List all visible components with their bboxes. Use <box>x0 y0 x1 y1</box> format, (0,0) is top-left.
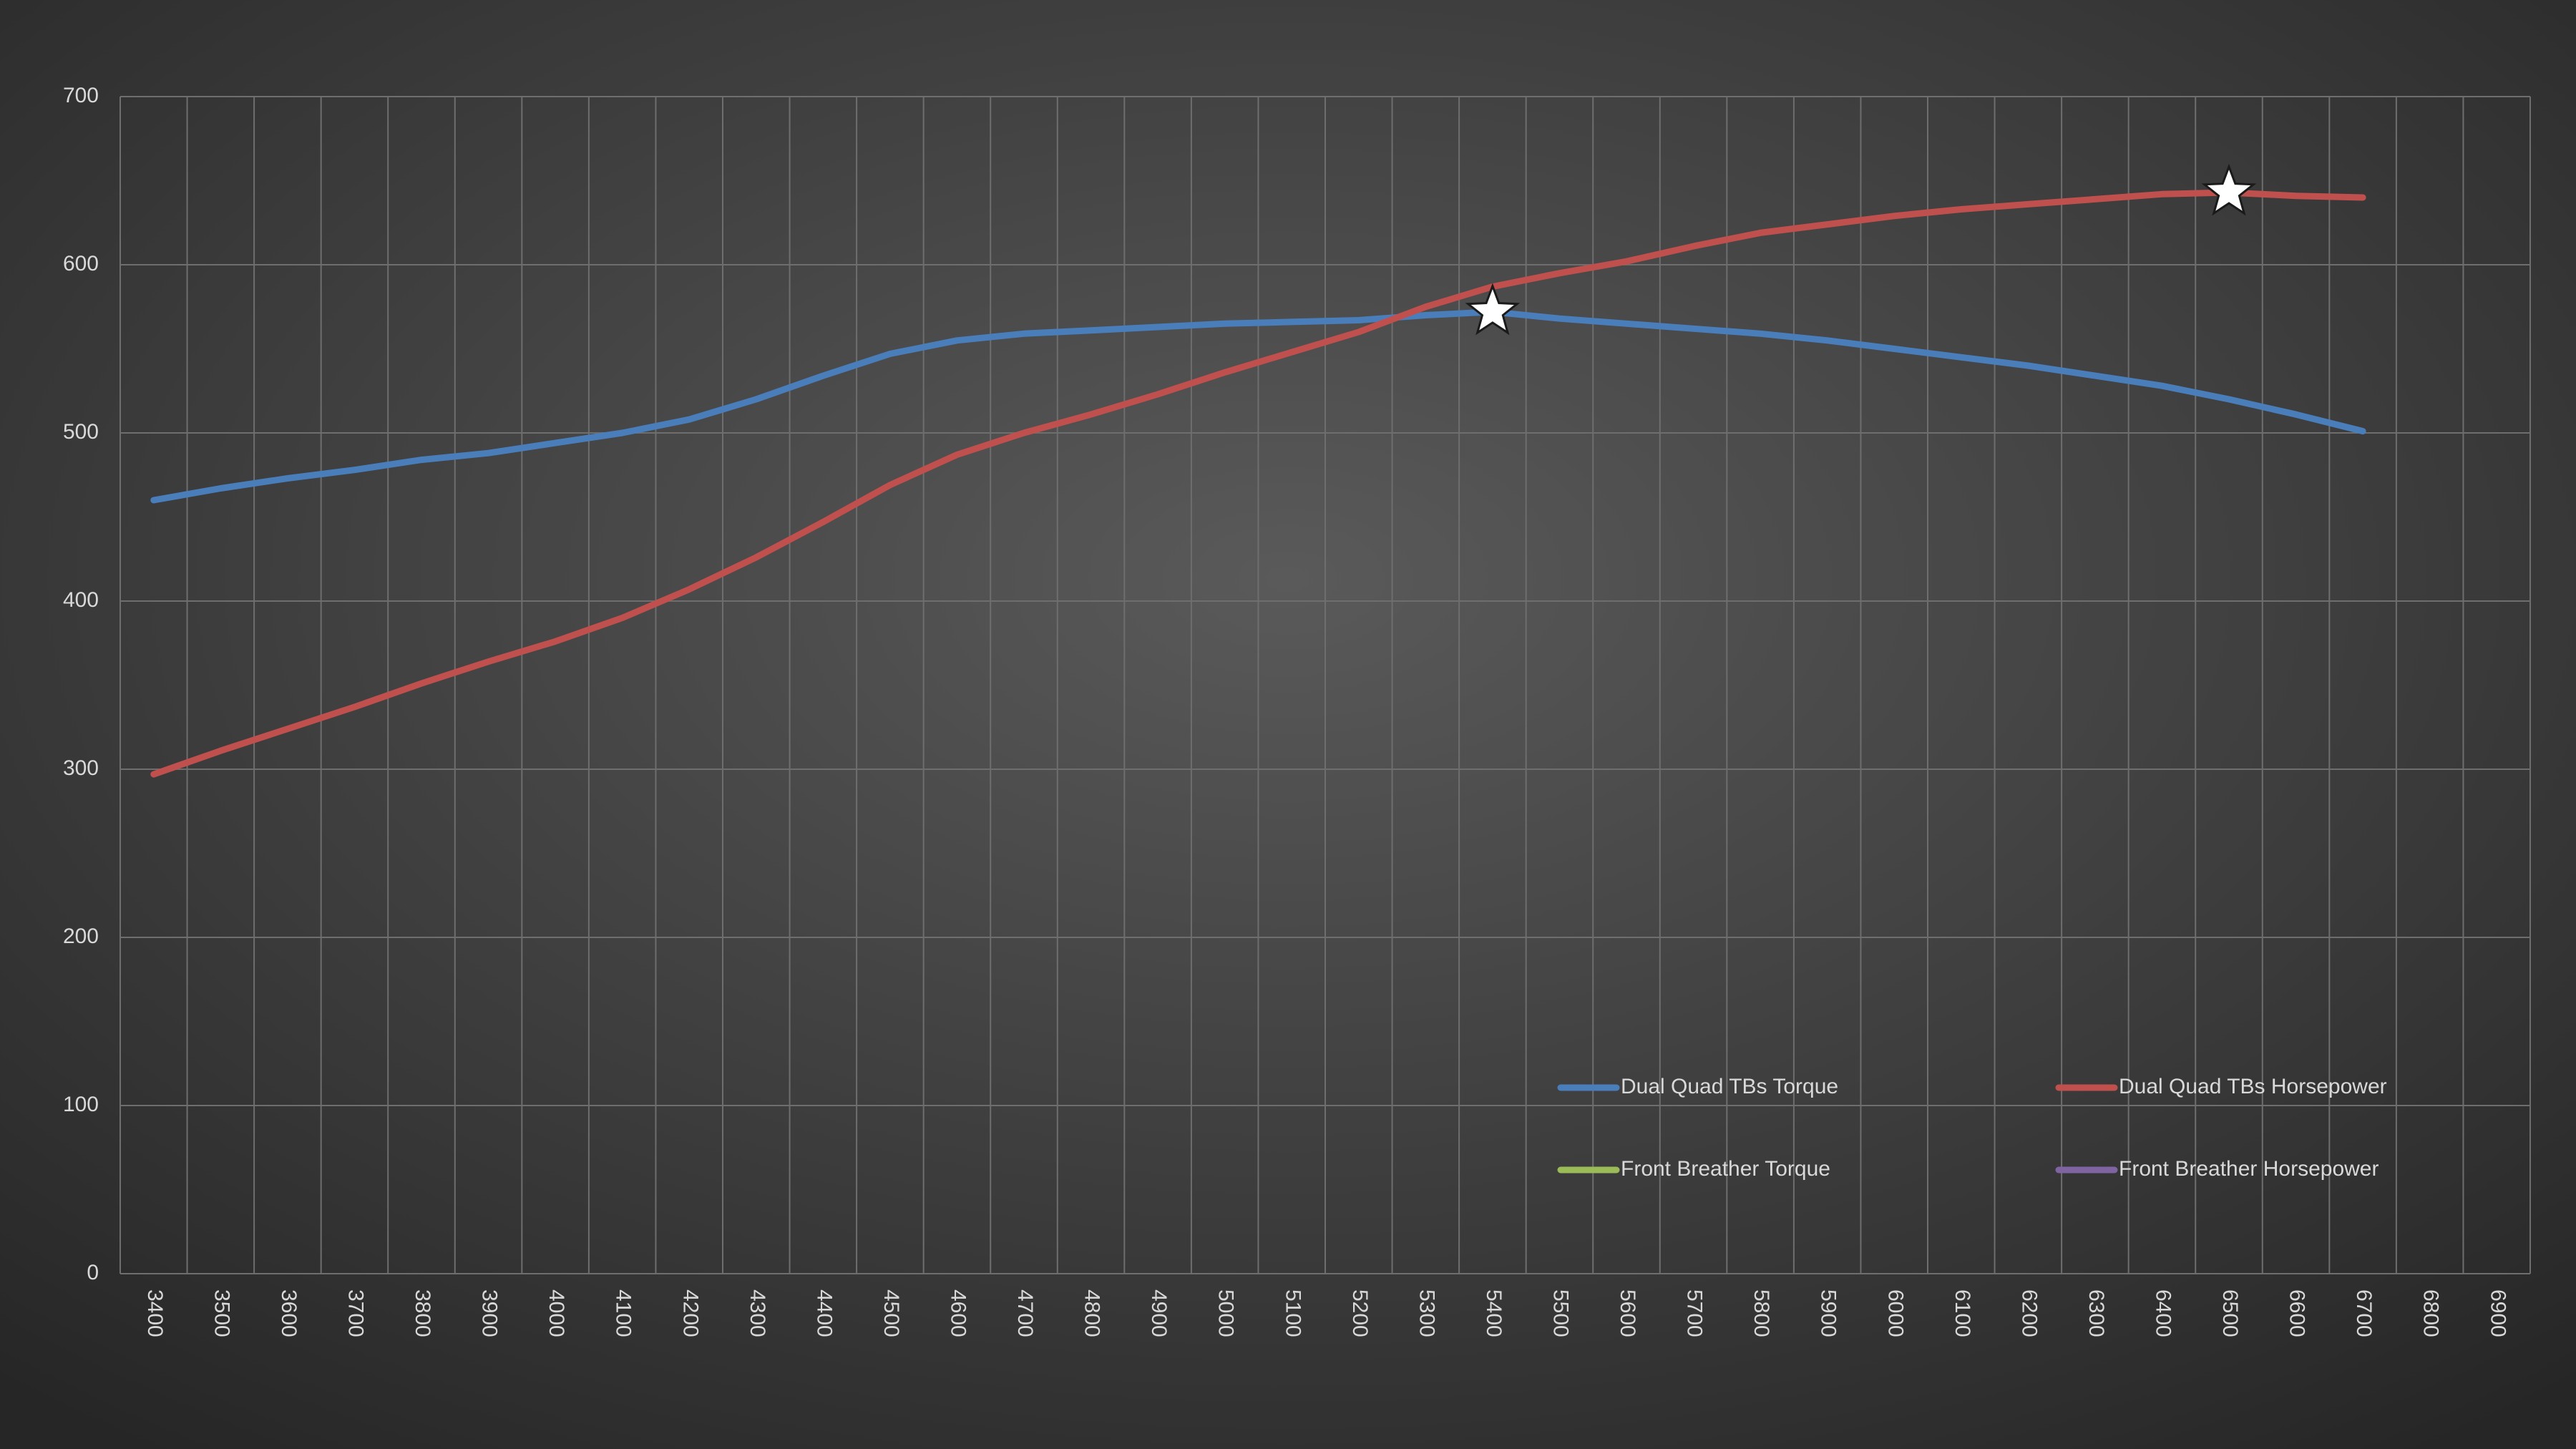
y-tick-label: 700 <box>63 84 99 107</box>
y-tick-label: 0 <box>87 1261 99 1284</box>
x-tick-label: 4900 <box>1147 1289 1171 1337</box>
x-tick-label: 5200 <box>1348 1289 1372 1337</box>
series-line <box>150 308 2366 504</box>
x-tick-label: 5000 <box>1214 1289 1238 1337</box>
x-tick-label: 6900 <box>2486 1289 2509 1337</box>
y-tick-label: 500 <box>63 420 99 444</box>
x-tick-label: 4000 <box>545 1289 568 1337</box>
series-line <box>150 189 2366 778</box>
x-tick-label: 4500 <box>879 1289 903 1337</box>
x-tick-label: 6200 <box>2017 1289 2041 1337</box>
x-tick-label: 6600 <box>2285 1289 2309 1337</box>
x-tick-label: 6700 <box>2352 1289 2376 1337</box>
legend-label: Dual Quad TBs Horsepower <box>2119 1075 2387 1098</box>
y-tick-label: 400 <box>63 588 99 612</box>
y-tick-label: 100 <box>63 1093 99 1116</box>
x-tick-label: 5800 <box>1750 1289 1773 1337</box>
legend-label: Dual Quad TBs Torque <box>1621 1075 1838 1098</box>
x-tick-label: 6500 <box>2218 1289 2242 1337</box>
x-tick-label: 4300 <box>746 1289 769 1337</box>
x-tick-label: 6100 <box>1951 1289 1974 1337</box>
x-tick-label: 6300 <box>2084 1289 2108 1337</box>
peak-star <box>1465 283 1521 336</box>
y-tick-label: 600 <box>63 252 99 275</box>
x-tick-label: 6800 <box>2419 1289 2443 1337</box>
y-tick-label: 300 <box>63 756 99 780</box>
x-tick-label: 3900 <box>478 1289 502 1337</box>
x-tick-label: 4800 <box>1080 1289 1104 1337</box>
x-tick-label: 6000 <box>1883 1289 1907 1337</box>
legend-label: Front Breather Torque <box>1621 1157 1830 1181</box>
x-tick-label: 3700 <box>344 1289 368 1337</box>
x-tick-label: 4700 <box>1013 1289 1037 1337</box>
x-tick-label: 4600 <box>947 1289 970 1337</box>
y-tick-label: 200 <box>63 924 99 948</box>
x-tick-label: 4200 <box>678 1289 702 1337</box>
x-tick-label: 5300 <box>1415 1289 1438 1337</box>
x-tick-label: 5600 <box>1616 1289 1639 1337</box>
x-tick-label: 3800 <box>411 1289 434 1337</box>
legend-label: Front Breather Horsepower <box>2119 1157 2379 1181</box>
x-tick-label: 5900 <box>1817 1289 1840 1337</box>
peak-star <box>2201 163 2257 216</box>
x-tick-label: 5100 <box>1281 1289 1304 1337</box>
x-tick-label: 4100 <box>612 1289 635 1337</box>
x-tick-label: 6400 <box>2152 1289 2175 1337</box>
x-tick-label: 5500 <box>1549 1289 1573 1337</box>
x-tick-label: 5400 <box>1482 1289 1506 1337</box>
x-tick-label: 5700 <box>1683 1289 1707 1337</box>
x-tick-label: 3500 <box>210 1289 233 1337</box>
x-tick-label: 4400 <box>812 1289 836 1337</box>
x-tick-label: 3600 <box>277 1289 301 1337</box>
x-tick-label: 3400 <box>143 1289 167 1337</box>
